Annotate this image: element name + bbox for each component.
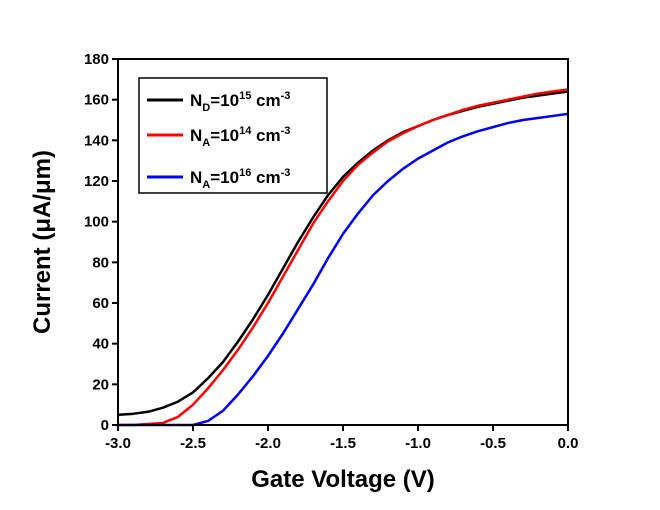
x-tick-label: -3.0: [105, 435, 131, 452]
legend-label: NA=1014 cm-3: [190, 125, 290, 149]
x-tick-label: -1.5: [330, 435, 356, 452]
y-tick-label: 60: [92, 295, 109, 312]
legend-label: NA=1016 cm-3: [190, 167, 290, 191]
x-tick-label: -2.5: [180, 435, 206, 452]
y-tick-label: 100: [84, 214, 109, 231]
y-tick-label: 40: [92, 336, 109, 353]
x-tick-label: 0.0: [558, 435, 579, 452]
y-axis-title: Current (μA/μm): [29, 150, 56, 334]
y-tick-label: 80: [92, 254, 109, 271]
y-tick-label: 20: [92, 376, 109, 393]
x-tick-label: -0.5: [480, 435, 506, 452]
y-tick-label: 120: [84, 173, 109, 190]
x-tick-label: -1.0: [405, 435, 431, 452]
y-tick-label: 0: [101, 417, 109, 434]
y-tick-label: 140: [84, 132, 109, 149]
y-tick-label: 180: [84, 51, 109, 68]
x-tick-label: -2.0: [255, 435, 281, 452]
x-axis-title: Gate Voltage (V): [251, 466, 435, 493]
y-tick-label: 160: [84, 92, 109, 109]
plot-frame: [117, 58, 569, 426]
data-line: [118, 88, 569, 427]
legend-label: ND=1015 cm-3: [190, 90, 290, 114]
